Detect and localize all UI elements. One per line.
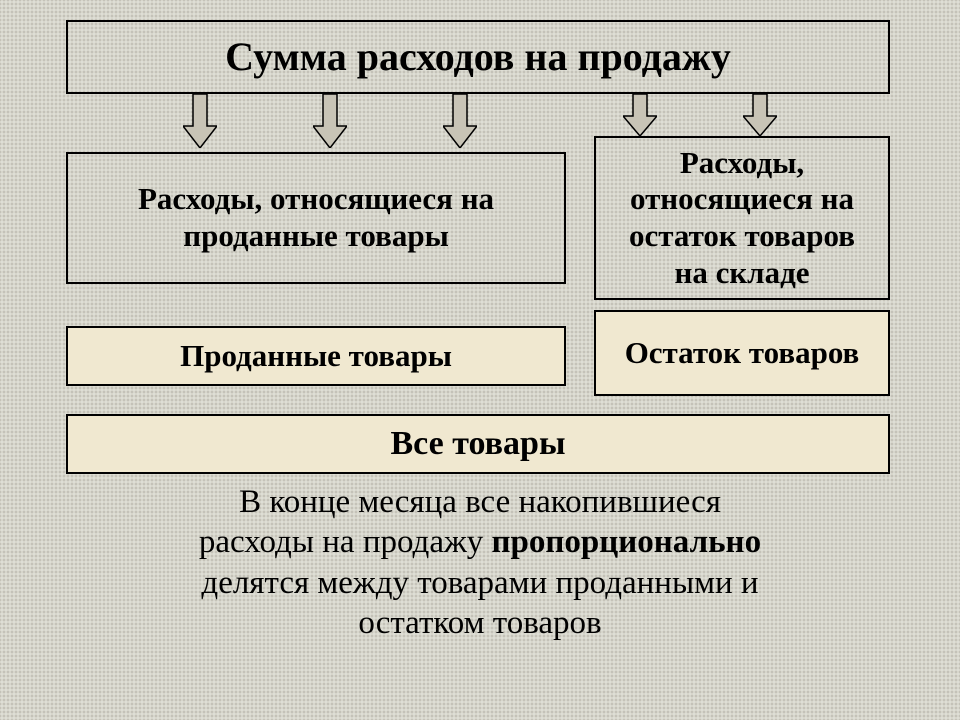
caption-line-1-plain: В конце месяца все накопившиеся bbox=[239, 484, 721, 520]
box-all-goods-text: Все товары bbox=[391, 424, 566, 464]
box-right-sub-text: Остаток товаров bbox=[625, 335, 860, 372]
box-right-mid: Расходы, относящиеся на остаток товаров … bbox=[594, 136, 890, 300]
caption-line-2: расходы на продажу пропорционально bbox=[48, 522, 912, 562]
caption-line-4: остатком товаров bbox=[48, 603, 912, 643]
caption-line-3-plain: делятся между товарами проданными и bbox=[201, 565, 758, 601]
box-left-mid-text: Расходы, относящиеся на проданные товары bbox=[82, 181, 550, 254]
caption-line-2-plain: расходы на продажу bbox=[199, 524, 492, 560]
box-right-sub: Остаток товаров bbox=[594, 310, 890, 396]
box-left-sub: Проданные товары bbox=[66, 326, 566, 386]
caption-text: В конце месяца все накопившиеся расходы … bbox=[48, 482, 912, 643]
box-left-sub-text: Проданные товары bbox=[180, 338, 452, 375]
caption-line-1: В конце месяца все накопившиеся bbox=[48, 482, 912, 522]
box-top-title-text: Сумма расходов на продажу bbox=[225, 33, 731, 80]
box-top-title: Сумма расходов на продажу bbox=[66, 20, 890, 94]
caption-line-4-plain: остатком товаров bbox=[358, 605, 601, 641]
box-all-goods: Все товары bbox=[66, 414, 890, 474]
caption-line-3: делятся между товарами проданными и bbox=[48, 563, 912, 603]
caption-line-2-bold: пропорционально bbox=[492, 524, 762, 560]
box-right-mid-text: Расходы, относящиеся на остаток товаров … bbox=[610, 145, 874, 291]
box-left-mid: Расходы, относящиеся на проданные товары bbox=[66, 152, 566, 284]
